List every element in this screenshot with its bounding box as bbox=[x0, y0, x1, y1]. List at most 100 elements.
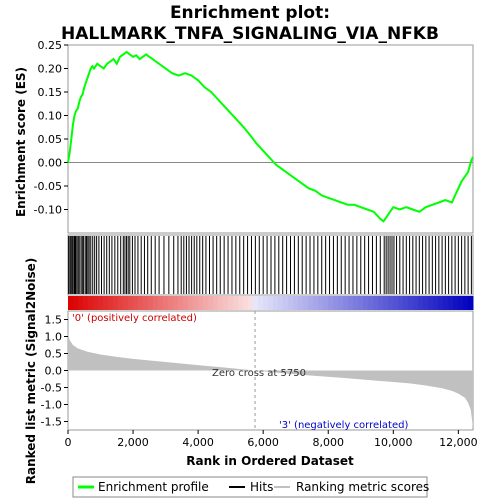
color-bar-segment bbox=[438, 296, 444, 310]
rank-y-tick-label: -0.5 bbox=[41, 382, 62, 395]
color-bar-segment bbox=[248, 296, 254, 310]
es-y-tick-label: 0.05 bbox=[38, 133, 63, 146]
es-y-tick-label: -0.05 bbox=[34, 180, 62, 193]
color-bar-segment bbox=[348, 296, 354, 310]
color-bar-segment bbox=[223, 296, 229, 310]
es-y-tick-label: 0.15 bbox=[38, 86, 63, 99]
legend-ranking-label: Ranking metric scores bbox=[296, 480, 429, 494]
rank-y-axis-label: Ranked list metric (Signal2Noise) bbox=[24, 258, 38, 485]
color-bar-segment bbox=[108, 296, 114, 310]
color-bar-segment bbox=[83, 296, 89, 310]
color-bar-segment bbox=[113, 296, 119, 310]
color-bar-segment bbox=[213, 296, 219, 310]
color-bar-segment bbox=[133, 296, 139, 310]
color-bar-segment bbox=[73, 296, 79, 310]
color-bar-segment bbox=[203, 296, 209, 310]
color-bar-segment bbox=[448, 296, 454, 310]
color-bar-segment bbox=[453, 296, 459, 310]
color-bar-segment bbox=[208, 296, 214, 310]
color-bar-segment bbox=[198, 296, 204, 310]
color-bar-segment bbox=[128, 296, 134, 310]
color-bar-segment bbox=[298, 296, 304, 310]
color-bar-segment bbox=[88, 296, 94, 310]
color-bar-segment bbox=[193, 296, 199, 310]
color-bar-segment bbox=[423, 296, 429, 310]
rank-y-tick-label: -1.0 bbox=[41, 399, 62, 412]
legend-enrichment-label: Enrichment profile bbox=[98, 480, 209, 494]
es-y-ticks: -0.10 -0.05 0.00 0.05 0.10 0.15 0.20 0.25 bbox=[34, 39, 68, 217]
color-bar-segment bbox=[138, 296, 144, 310]
color-bar-segment bbox=[123, 296, 129, 310]
color-bar-segment bbox=[443, 296, 449, 310]
color-bar-segment bbox=[338, 296, 344, 310]
color-bar-segment bbox=[288, 296, 294, 310]
color-bar-segment bbox=[178, 296, 184, 310]
color-bar-segment bbox=[358, 296, 364, 310]
color-bar-segment bbox=[323, 296, 329, 310]
color-bar-segment bbox=[263, 296, 269, 310]
color-bar-segment bbox=[343, 296, 349, 310]
color-bar-segment bbox=[468, 296, 474, 310]
hits-ticks bbox=[68, 236, 472, 294]
color-bar-segment bbox=[183, 296, 189, 310]
color-bar-segment bbox=[418, 296, 424, 310]
color-bar-segment bbox=[458, 296, 464, 310]
color-bar-segment bbox=[293, 296, 299, 310]
es-y-tick-label: 0.10 bbox=[38, 110, 63, 123]
color-bar-segment bbox=[398, 296, 404, 310]
color-bar-segment bbox=[98, 296, 104, 310]
rank-y-tick-label: 0.5 bbox=[45, 348, 63, 361]
x-tick-label: 0 bbox=[65, 436, 72, 449]
x-tick-label: 10,000 bbox=[374, 436, 413, 449]
color-bar-segment bbox=[103, 296, 109, 310]
color-bar-segment bbox=[353, 296, 359, 310]
color-bar-segment bbox=[403, 296, 409, 310]
color-bar-segment bbox=[408, 296, 414, 310]
color-bar-segment bbox=[148, 296, 154, 310]
color-bar-segment bbox=[273, 296, 279, 310]
color-bar-segment bbox=[78, 296, 84, 310]
color-bar-segment bbox=[333, 296, 339, 310]
color-bar-segment bbox=[243, 296, 249, 310]
color-bar-segment bbox=[233, 296, 239, 310]
es-y-tick-label: -0.10 bbox=[34, 204, 62, 217]
rank-color-bar bbox=[68, 296, 474, 310]
color-bar-segment bbox=[168, 296, 174, 310]
rank-y-tick-label: 0.0 bbox=[45, 365, 63, 378]
positive-correlation-label: '0' (positively correlated) bbox=[72, 313, 197, 324]
color-bar-segment bbox=[173, 296, 179, 310]
es-panel-frame bbox=[67, 44, 474, 234]
color-bar-segment bbox=[283, 296, 289, 310]
color-bar-segment bbox=[258, 296, 264, 310]
color-bar-segment bbox=[363, 296, 369, 310]
rank-y-tick-label: 1.5 bbox=[45, 314, 63, 327]
legend-box bbox=[72, 476, 428, 498]
x-tick-label: 2,000 bbox=[117, 436, 149, 449]
color-bar-segment bbox=[383, 296, 389, 310]
rank-y-ticks: 1.5 1.0 0.5 0.0 -0.5 -1.0 -1.5 bbox=[41, 314, 68, 429]
color-bar-segment bbox=[313, 296, 319, 310]
es-y-tick-label: 0.20 bbox=[38, 63, 63, 76]
color-bar-segment bbox=[143, 296, 149, 310]
es-y-axis-label: Enrichment score (ES) bbox=[14, 67, 28, 217]
color-bar-segment bbox=[188, 296, 194, 310]
color-bar-segment bbox=[268, 296, 274, 310]
es-y-tick-label: 0.25 bbox=[38, 39, 63, 52]
rank-y-tick-label: -1.5 bbox=[41, 416, 62, 429]
color-bar-segment bbox=[253, 296, 259, 310]
rank-y-tick-label: 1.0 bbox=[45, 331, 63, 344]
color-bar-segment bbox=[68, 296, 74, 310]
color-bar-segment bbox=[153, 296, 159, 310]
color-bar-segment bbox=[428, 296, 434, 310]
color-bar-segment bbox=[328, 296, 334, 310]
color-bar-segment bbox=[378, 296, 384, 310]
chart-title-line1: Enrichment plot: bbox=[170, 3, 330, 23]
color-bar-segment bbox=[368, 296, 374, 310]
x-tick-label: 12,000 bbox=[439, 436, 478, 449]
legend-hits-label: Hits bbox=[250, 480, 273, 494]
color-bar-segment bbox=[413, 296, 419, 310]
color-bar-segment bbox=[318, 296, 324, 310]
enrichment-profile-line bbox=[67, 50, 474, 223]
color-bar-segment bbox=[278, 296, 284, 310]
